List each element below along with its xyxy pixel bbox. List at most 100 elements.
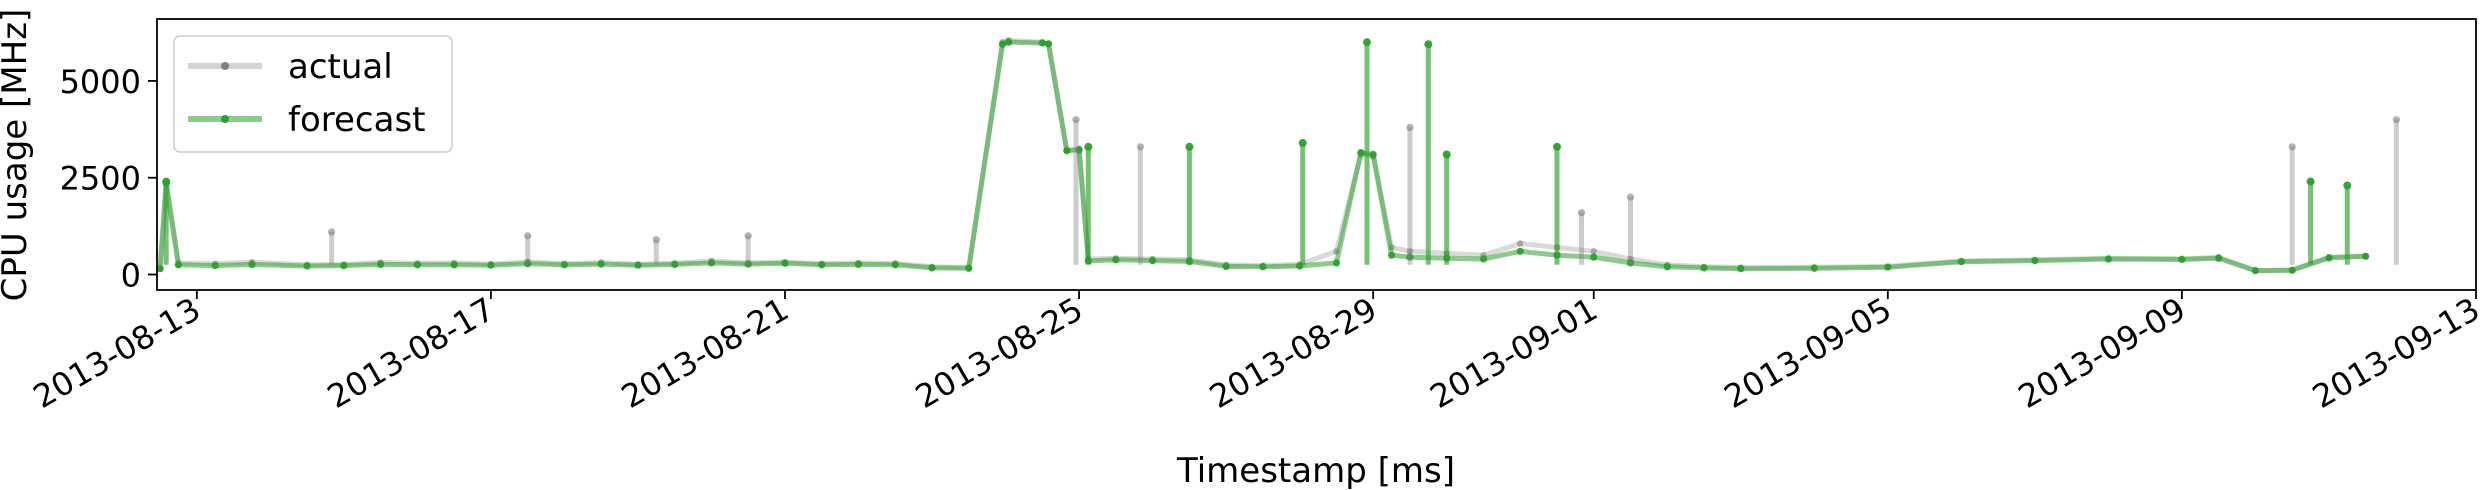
point-actual (1406, 248, 1414, 255)
spike-point-actual (524, 232, 532, 240)
y-tick-label: 2500 (60, 160, 141, 198)
point-forecast (413, 261, 421, 269)
y-axis-label: CPU usage [MHz] (0, 9, 35, 302)
spike-point-forecast (1185, 142, 1194, 151)
series-line-actual (157, 37, 2366, 274)
point-forecast (2215, 254, 2223, 262)
x-tick-label: 2013-08-21 (615, 290, 795, 416)
spike-point-actual (1072, 116, 1080, 124)
point-forecast (1044, 40, 1053, 48)
legend-frame (173, 35, 453, 153)
point-forecast (597, 260, 605, 268)
point-forecast (1357, 149, 1365, 157)
y-tick-label: 5000 (60, 63, 141, 101)
point-forecast (2178, 255, 2186, 263)
spike-point-actual (1577, 209, 1586, 217)
point-forecast (2031, 257, 2039, 265)
point-forecast (2251, 267, 2259, 275)
x-tick-label: 2013-09-13 (2306, 290, 2481, 416)
point-forecast (1700, 264, 1708, 272)
legend-forecast-marker (221, 115, 229, 123)
point-forecast (1663, 263, 1671, 271)
point-forecast (487, 261, 495, 269)
spike-point-actual (1626, 193, 1635, 201)
point-forecast (248, 260, 256, 268)
spike-point-forecast (2306, 177, 2315, 186)
point-forecast (854, 260, 863, 268)
spike-point-actual (328, 228, 336, 236)
point-forecast (524, 260, 532, 268)
point-forecast (1810, 264, 1818, 272)
spike-point-actual (744, 232, 752, 240)
series-line-forecast (157, 39, 2366, 274)
spike-point-actual (1136, 143, 1144, 151)
point-forecast (560, 261, 569, 269)
spike-point-actual (2288, 143, 2296, 151)
point-forecast (2325, 254, 2333, 262)
point-forecast (377, 260, 385, 268)
point-forecast (340, 262, 348, 270)
spike-point-actual (1406, 123, 1414, 131)
point-forecast (744, 260, 752, 268)
point-forecast (671, 260, 679, 268)
point-forecast (1005, 38, 1013, 46)
point-forecast (2104, 255, 2112, 263)
point-forecast (1590, 253, 1598, 261)
point-forecast (1626, 259, 1635, 267)
point-forecast (1259, 263, 1267, 271)
spike-point-forecast (1084, 142, 1093, 151)
point-actual (1517, 240, 1524, 247)
point-forecast (1884, 263, 1892, 271)
legend-actual-label: actual (288, 47, 393, 87)
point-forecast (303, 262, 311, 270)
point-forecast (1222, 262, 1230, 270)
legend-forecast-label: forecast (288, 100, 426, 140)
point-forecast (634, 261, 642, 269)
point-forecast (1038, 39, 1046, 47)
spike-point-forecast (1442, 150, 1451, 159)
axes-frame (156, 18, 2477, 291)
x-tick-label: 2013-08-17 (321, 290, 501, 416)
x-tick-label: 2013-09-01 (1424, 290, 1604, 416)
x-tick-label: 2013-09-05 (1718, 290, 1898, 416)
spike-point-forecast (162, 177, 171, 186)
x-axis-label: Timestamp [ms] (1176, 451, 1455, 490)
y-tick-label: 0 (121, 257, 141, 295)
y-axis: 0 2500 5000 (60, 63, 157, 295)
plot-content (156, 37, 2400, 275)
point-forecast (450, 261, 458, 269)
spike-point-forecast (1298, 138, 1307, 147)
point-forecast (1112, 256, 1120, 264)
point-forecast (1369, 150, 1377, 159)
point-forecast (1332, 259, 1340, 267)
point-forecast (2362, 252, 2370, 260)
spike-point-forecast (1553, 142, 1561, 151)
x-tick-label: 2013-08-13 (27, 290, 207, 416)
x-tick-label: 2013-09-09 (2012, 290, 2192, 416)
spike-point-actual (652, 236, 660, 244)
point-forecast (156, 265, 164, 273)
legend-actual-marker (221, 62, 229, 70)
x-tick-label: 2013-08-29 (1203, 290, 1383, 416)
x-axis: 2013-08-13 2013-08-17 2013-08-21 2013-08-25… (27, 290, 2481, 416)
point-forecast (707, 259, 716, 267)
point-forecast (1737, 265, 1745, 273)
legend: actual forecast (173, 35, 453, 153)
point-forecast (1388, 251, 1396, 259)
point-actual (1590, 248, 1597, 255)
point-forecast (174, 261, 182, 269)
point-forecast (1063, 147, 1071, 155)
point-forecast (998, 40, 1007, 48)
point-forecast (1516, 247, 1524, 255)
point-forecast (1479, 255, 1488, 263)
spike-point-forecast (1424, 40, 1433, 49)
point-forecast (1957, 258, 1965, 266)
point-forecast (965, 264, 973, 272)
point-forecast (891, 261, 899, 269)
point-forecast (1406, 253, 1414, 261)
x-tick-label: 2013-08-25 (909, 290, 1089, 416)
point-forecast (781, 259, 789, 267)
point-forecast (1075, 146, 1083, 154)
point-forecast (818, 261, 826, 269)
spike-point-forecast (1363, 38, 1371, 47)
